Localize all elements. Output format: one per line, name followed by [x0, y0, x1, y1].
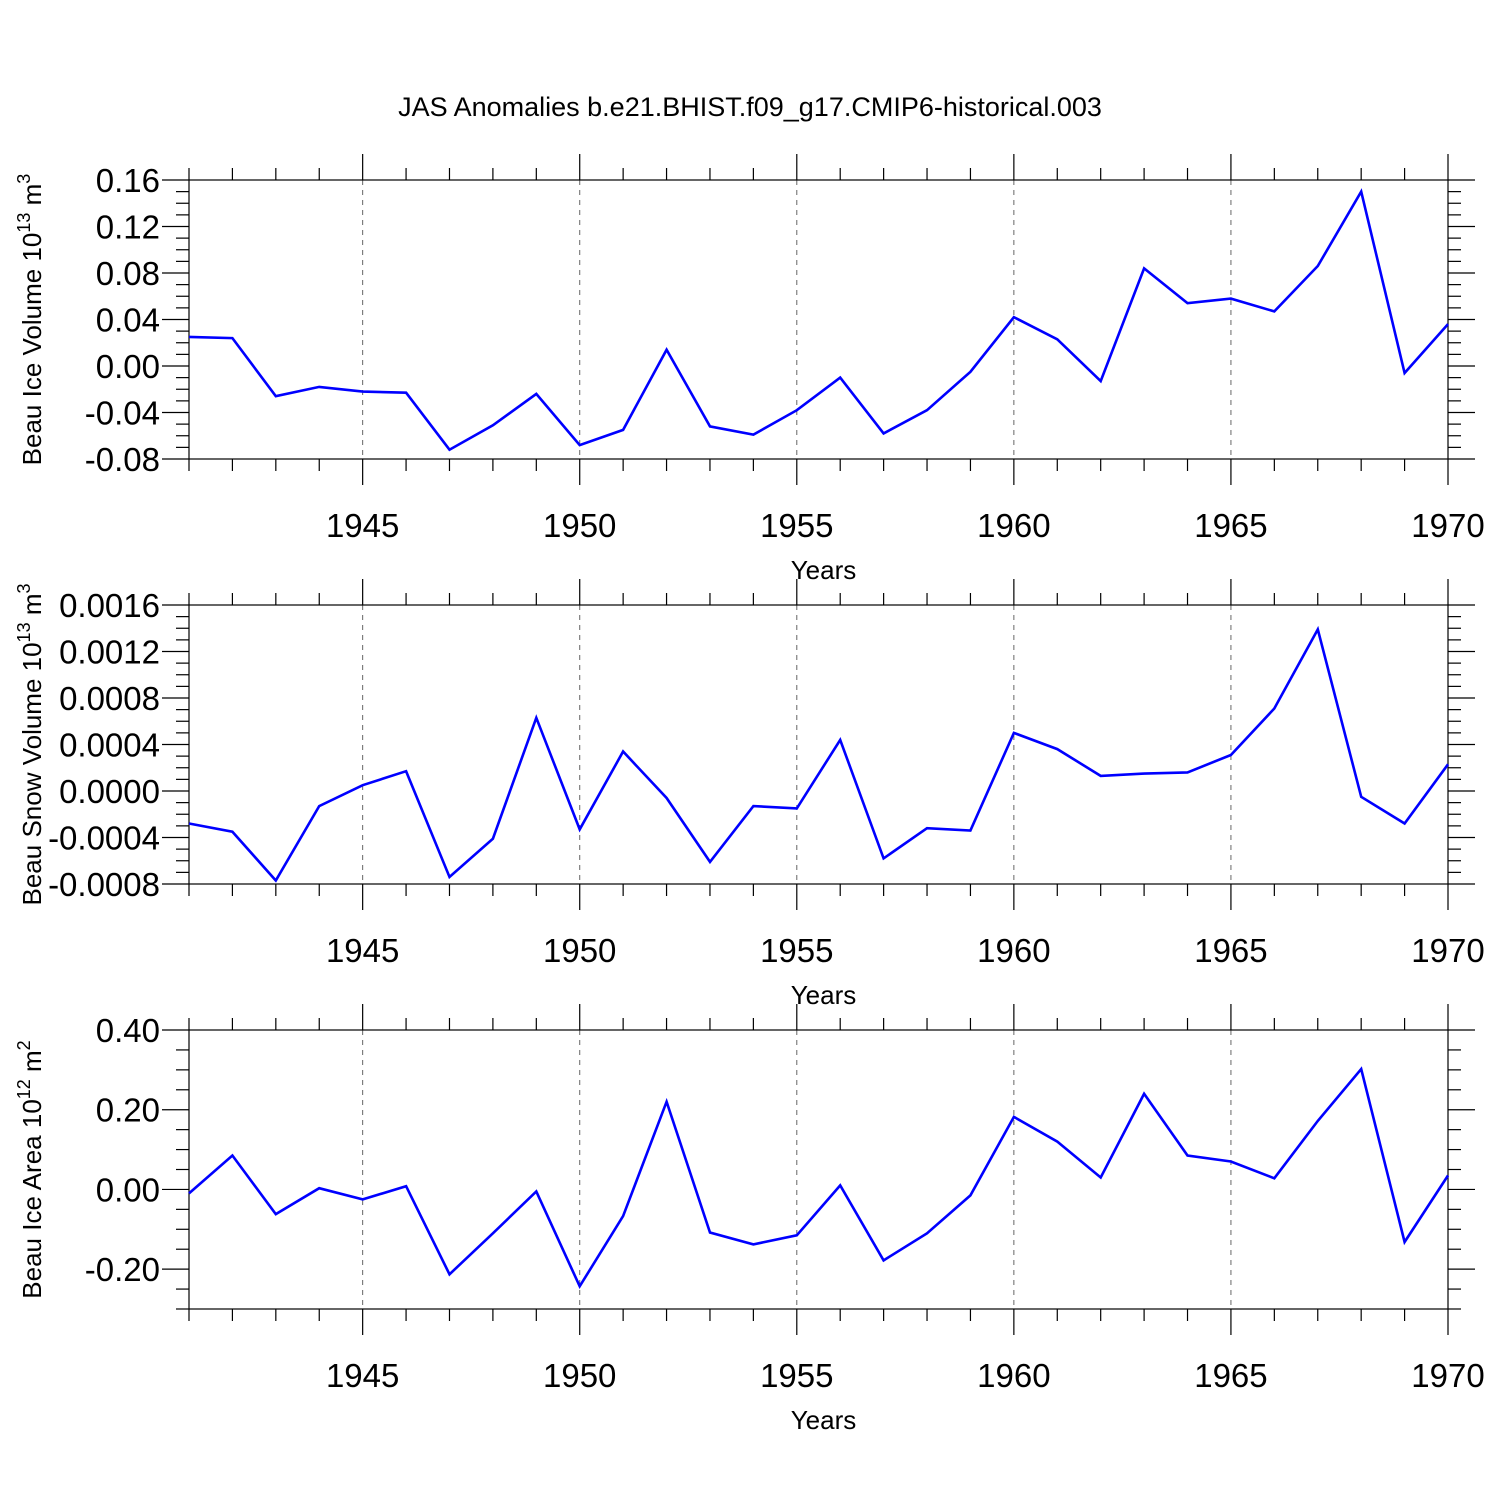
figure-title: JAS Anomalies b.e21.BHIST.f09_g17.CMIP6-…: [398, 92, 1102, 122]
y-axis-title-base: Beau Ice Volume 10: [17, 233, 47, 466]
x-tick-label: 1960: [977, 507, 1050, 544]
x-tick-label: 1955: [760, 1357, 833, 1394]
y-axis-title: Beau Snow Volume 1013 m3: [14, 583, 47, 905]
y-axis-title: Beau Ice Area 1012 m2: [14, 1040, 47, 1298]
x-tick-label: 1955: [760, 507, 833, 544]
y-tick-label: -0.08: [85, 441, 160, 478]
plot-frame: [188, 1029, 1449, 1310]
plot-frame: [188, 179, 1449, 460]
y-tick-label: 0.16: [96, 162, 160, 199]
chart-panel-3: 1945 1950 1955 1960 1965 1970 0.40 0.20 0.00 -0.2…: [14, 1004, 1485, 1435]
x-tick-label: 1945: [326, 507, 399, 544]
y-tick-label: 0.0012: [59, 634, 160, 671]
y-axis-title-base: Beau Snow Volume 10: [17, 642, 47, 905]
y-tick-label: 0.00: [96, 1171, 160, 1208]
y-axis-title-unit: m: [17, 184, 47, 213]
y-tick-label: 0.08: [96, 255, 160, 292]
y-axis-title-exponent: 13: [14, 213, 34, 233]
x-tick-label: 1950: [543, 932, 616, 969]
y-tick-label: 0.0016: [59, 587, 160, 624]
y-axis-title-unit-exponent: 2: [14, 1040, 34, 1050]
y-axis-title-unit-exponent: 3: [14, 174, 34, 184]
y-axis-title-base: Beau Ice Area 10: [17, 1099, 47, 1298]
y-axis-title-exponent: 12: [14, 1079, 34, 1099]
x-tick-label: 1960: [977, 932, 1050, 969]
x-axis-title: Years: [791, 1405, 857, 1435]
x-tick-label: 1955: [760, 932, 833, 969]
x-tick-label: 1950: [543, 507, 616, 544]
y-tick-label: 0.40: [96, 1012, 160, 1049]
y-tick-label: 0.20: [96, 1092, 160, 1129]
x-tick-label: 1970: [1411, 507, 1484, 544]
x-tick-label: 1945: [326, 1357, 399, 1394]
series-line: [188, 188, 1449, 452]
y-tick-label: 0.12: [96, 209, 160, 246]
x-axis-title: Years: [791, 555, 857, 585]
plot-frame: [188, 604, 1449, 885]
y-tick-label: -0.0004: [48, 820, 160, 857]
x-tick-label: 1950: [543, 1357, 616, 1394]
x-tick-label: 1965: [1194, 507, 1267, 544]
x-tick-label: 1945: [326, 932, 399, 969]
y-tick-label: 0.0008: [59, 680, 160, 717]
y-axis-title: Beau Ice Volume 1013 m3: [14, 174, 47, 466]
y-tick-label: 0.0000: [59, 773, 160, 810]
y-tick-label: -0.20: [85, 1251, 160, 1288]
y-axis-title-unit: m: [17, 594, 47, 623]
y-tick-label: 0.0004: [59, 727, 160, 764]
y-tick-label: -0.04: [85, 395, 160, 432]
chart-panels: 1945 1950 1955 1960 1965 1970 0.16 0.12 0.08 0.04…: [14, 154, 1485, 1435]
y-axis-title-unit-exponent: 3: [14, 583, 34, 593]
x-tick-label: 1960: [977, 1357, 1050, 1394]
series-line: [188, 1066, 1450, 1290]
chart-panel-1: 1945 1950 1955 1960 1965 1970 0.16 0.12 0.08 0.04…: [14, 154, 1485, 585]
x-tick-label: 1965: [1194, 1357, 1267, 1394]
x-axis-title: Years: [791, 980, 857, 1010]
x-tick-label: 1970: [1411, 1357, 1484, 1394]
series-line: [188, 625, 1450, 883]
y-tick-label: 0.04: [96, 302, 160, 339]
x-tick-label: 1970: [1411, 932, 1484, 969]
y-tick-label: -0.0008: [48, 866, 160, 903]
chart-panel-2: 1945 1950 1955 1960 1965 1970 0.0016 0.0012 0.00…: [14, 579, 1485, 1010]
y-axis-title-unit: m: [17, 1050, 47, 1079]
y-tick-label: 0.00: [96, 348, 160, 385]
x-tick-label: 1965: [1194, 932, 1267, 969]
y-axis-title-exponent: 13: [14, 622, 34, 642]
